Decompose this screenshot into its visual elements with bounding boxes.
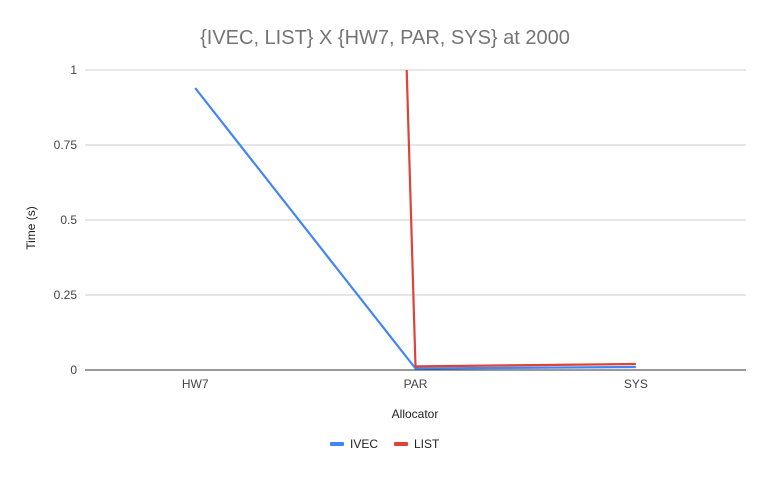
series-lines [195,30,636,369]
gridlines [85,70,746,370]
y-tick-label: 0 [70,363,77,377]
legend-swatch-ivec [330,442,344,446]
x-tick-label: HW7 [182,377,209,391]
series-line-list [406,30,636,366]
y-tick-label: 0.5 [60,213,77,227]
legend-label-list: LIST [414,437,440,451]
x-axis-label: Allocator [392,407,439,421]
legend: IVEC LIST [330,437,440,451]
y-tick-label: 1 [70,63,77,77]
x-tick-label: SYS [624,377,648,391]
legend-label-ivec: IVEC [350,437,378,451]
chart-title: {IVEC, LIST} X {HW7, PAR, SYS} at 2000 [200,27,570,49]
y-tick-label: 0.25 [54,288,78,302]
y-axis-ticks: 0 0.25 0.5 0.75 1 [54,63,78,377]
x-tick-label: PAR [404,377,428,391]
y-tick-label: 0.75 [54,138,78,152]
y-axis-label: Time (s) [24,206,38,250]
series-line-ivec [195,88,636,369]
legend-swatch-list [394,442,408,446]
x-axis-ticks: HW7 PAR SYS [182,377,648,391]
